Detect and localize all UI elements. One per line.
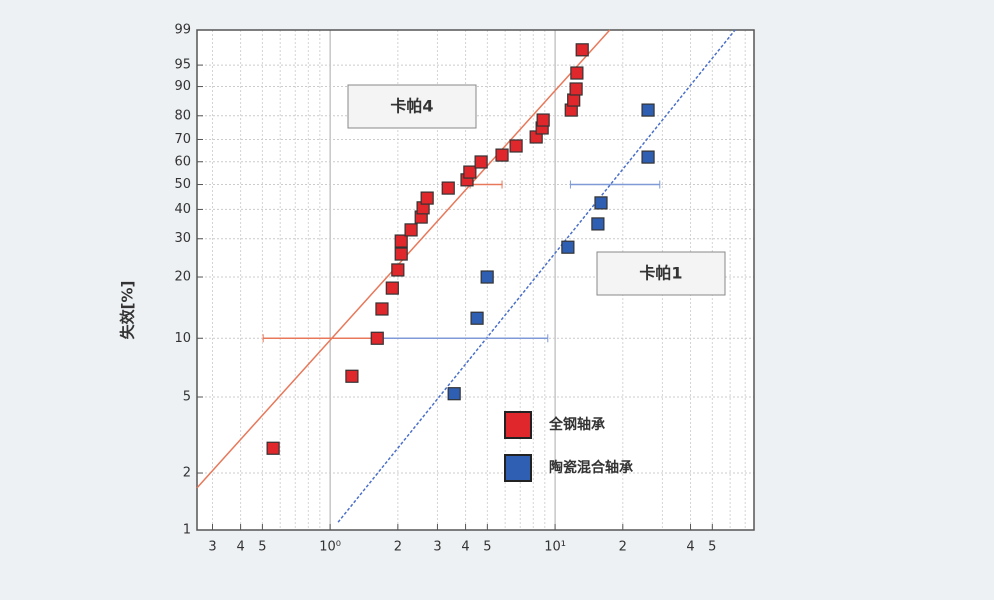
point: [441, 181, 455, 195]
x-tick-label: 5: [258, 540, 266, 555]
point: [474, 155, 488, 169]
x-tick-label: 10¹: [544, 540, 566, 555]
point: [420, 191, 434, 205]
annotation: 卡帕1: [639, 264, 682, 283]
y-tick-label: 50: [174, 177, 191, 192]
y-tick-label: 10: [174, 331, 191, 346]
point: [266, 441, 280, 455]
legend-label: 全钢轴承: [548, 416, 605, 433]
x-tick-label: 3: [208, 540, 216, 555]
x-tick-label: 4: [236, 540, 244, 555]
point: [641, 103, 655, 117]
legend-label: 陶瓷混合轴承: [549, 459, 633, 476]
point: [394, 247, 408, 261]
y-tick-label: 70: [174, 132, 191, 147]
point: [447, 387, 461, 401]
y-tick-label: 60: [174, 154, 191, 169]
point: [345, 369, 359, 383]
y-tick-label: 2: [183, 466, 191, 481]
plot-frame: [196, 29, 755, 531]
y-tick-label: 5: [183, 389, 191, 404]
y-tick-label: 95: [174, 58, 191, 73]
point: [404, 223, 418, 237]
point: [480, 270, 494, 284]
y-tick-label: 99: [174, 23, 191, 38]
x-tick-label: 5: [483, 540, 491, 555]
legend-swatch: [504, 454, 532, 482]
annotation-box: [596, 251, 726, 296]
point: [567, 93, 581, 107]
point: [591, 217, 605, 231]
point: [641, 150, 655, 164]
x-tick-label: 2: [619, 540, 627, 555]
point: [463, 165, 477, 179]
annotation-box: [347, 84, 477, 129]
point: [495, 148, 509, 162]
point: [575, 43, 589, 57]
point: [370, 331, 384, 345]
x-tick-label: 4: [461, 540, 469, 555]
point: [570, 66, 584, 80]
x-tick-label: 4: [686, 540, 694, 555]
point: [375, 302, 389, 316]
legend-swatch: [504, 411, 532, 439]
y-tick-label: 30: [174, 231, 191, 246]
fit-line: [337, 29, 736, 523]
point: [509, 139, 523, 153]
x-tick-label: 3: [433, 540, 441, 555]
point: [569, 82, 583, 96]
y-tick-label: 20: [174, 270, 191, 285]
x-tick-label: 5: [708, 540, 716, 555]
point: [391, 263, 405, 277]
point: [536, 113, 550, 127]
point: [561, 240, 575, 254]
y-tick-label: 40: [174, 202, 191, 217]
point: [470, 311, 484, 325]
point: [394, 234, 408, 248]
point: [594, 196, 608, 210]
y-axis-label: 失效[%]: [119, 281, 137, 340]
y-tick-label: 1: [183, 523, 191, 538]
y-tick-label: 80: [174, 108, 191, 123]
annotation: 卡帕4: [390, 97, 433, 116]
y-tick-label: 90: [174, 79, 191, 94]
point: [385, 281, 399, 295]
x-tick-label: 10⁰: [319, 540, 341, 555]
x-tick-label: 2: [394, 540, 402, 555]
